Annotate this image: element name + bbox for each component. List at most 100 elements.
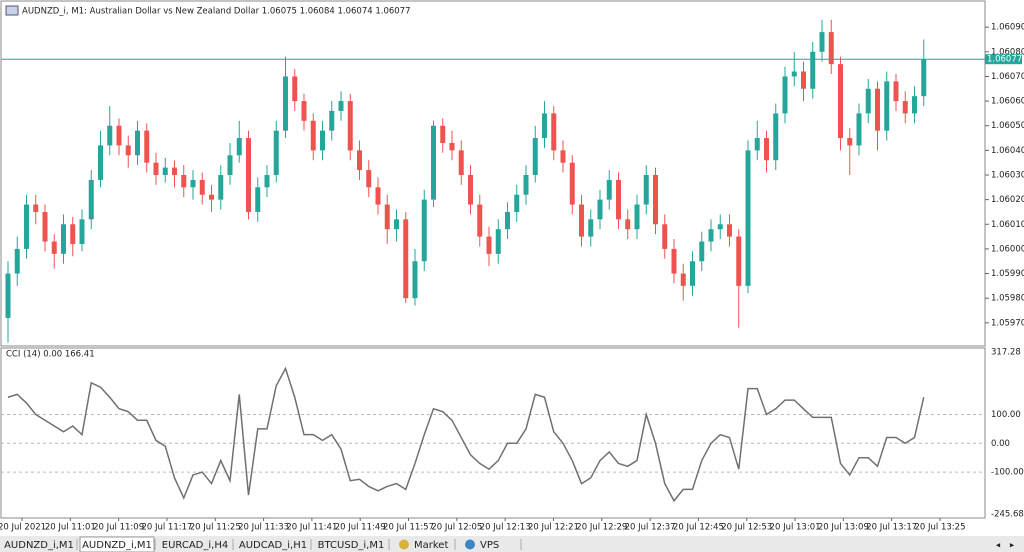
candle-body bbox=[394, 219, 399, 230]
candle-body bbox=[782, 76, 788, 114]
candle-body bbox=[560, 150, 566, 163]
tab[interactable]: EURCAD_i,H4 bbox=[158, 537, 234, 552]
candle-body bbox=[588, 219, 594, 237]
candle-body bbox=[569, 162, 575, 205]
candle-body bbox=[190, 179, 196, 188]
candle-body bbox=[412, 261, 418, 299]
y-tick-label: 1.06070 bbox=[991, 72, 1024, 82]
x-tick-label: 20 Jul 11:01 bbox=[45, 523, 96, 533]
candle-body bbox=[70, 224, 76, 244]
x-tick-label: 20 Jul 11:09 bbox=[93, 523, 144, 533]
y-tick-label: 1.06040 bbox=[991, 146, 1024, 156]
tab-background bbox=[236, 537, 310, 552]
price-panel-frame bbox=[0, 0, 986, 347]
y-tick-label: -245.68 bbox=[991, 510, 1024, 520]
candle-body bbox=[246, 138, 251, 212]
candle-body bbox=[671, 248, 677, 274]
candle-body bbox=[33, 204, 39, 212]
tab[interactable]: AUDNZD_i,M1 bbox=[2, 537, 78, 552]
candle-body bbox=[366, 170, 372, 188]
tab[interactable]: VPS bbox=[458, 537, 522, 552]
candle-body bbox=[227, 155, 233, 175]
y-tick-label: 1.06030 bbox=[991, 171, 1024, 181]
candle-body bbox=[616, 179, 621, 220]
candle-body bbox=[116, 125, 122, 146]
tab[interactable]: AUDNZD_i,M1 bbox=[79, 536, 156, 552]
scroll-right[interactable]: ▸ bbox=[1010, 541, 1015, 551]
candle-body bbox=[98, 145, 103, 180]
tab[interactable]: AUDCAD_i,H1 bbox=[236, 537, 312, 552]
candle-body bbox=[403, 219, 409, 299]
x-tick-label: 20 Jul 11:25 bbox=[190, 523, 241, 533]
candle-body bbox=[736, 236, 742, 286]
tab[interactable]: Market bbox=[392, 537, 456, 552]
y-tick-label: 1.06020 bbox=[991, 195, 1024, 205]
candle-body bbox=[320, 130, 325, 151]
candle-body bbox=[209, 194, 214, 200]
tab-label: AUDNZD_i,M1 bbox=[82, 540, 152, 551]
candle-body bbox=[838, 64, 843, 139]
candle-body bbox=[495, 229, 501, 254]
candle-body bbox=[172, 167, 177, 175]
candle-body bbox=[107, 125, 113, 146]
candle-body bbox=[264, 175, 270, 188]
y-tick-label: 1.06060 bbox=[991, 97, 1024, 107]
tab-background bbox=[2, 537, 76, 552]
y-tick-label: 1.06050 bbox=[991, 121, 1024, 131]
candle-body bbox=[819, 32, 825, 52]
candle-body bbox=[440, 125, 446, 143]
candle-body bbox=[708, 229, 714, 242]
candle-body bbox=[283, 76, 288, 131]
candle-body bbox=[542, 113, 547, 139]
candle-body bbox=[458, 150, 464, 175]
candle-body bbox=[79, 219, 85, 244]
candle-body bbox=[745, 150, 751, 286]
candle-body bbox=[625, 219, 631, 230]
candle-body bbox=[236, 138, 242, 156]
tab-icon bbox=[399, 539, 409, 550]
candle-body bbox=[51, 241, 57, 254]
candle-body bbox=[597, 199, 603, 220]
candle-body bbox=[717, 224, 723, 230]
candle-body bbox=[486, 236, 492, 254]
x-tick-label: 20 Jul 11:41 bbox=[286, 523, 337, 533]
candle-body bbox=[329, 110, 335, 131]
tab-background bbox=[158, 537, 232, 552]
tab-background bbox=[392, 537, 454, 552]
candle-body bbox=[181, 175, 187, 188]
y-tick-label: 1.06010 bbox=[991, 220, 1024, 230]
candle-body bbox=[468, 175, 473, 205]
y-tick-label: 317.28 bbox=[991, 348, 1021, 358]
candle-body bbox=[579, 204, 584, 237]
candle-body bbox=[375, 187, 381, 205]
tab[interactable]: BTCUSD_i,M1 bbox=[314, 537, 390, 552]
last-price-label: 1.06077 bbox=[987, 55, 1022, 65]
candle-body bbox=[680, 273, 686, 286]
candle-body bbox=[310, 120, 316, 151]
candle-body bbox=[801, 71, 806, 89]
tab-label: Market bbox=[414, 540, 448, 551]
candle-body bbox=[88, 179, 94, 220]
cci-panel-frame bbox=[0, 347, 986, 519]
tab-label: AUDNZD_i,M1 bbox=[4, 540, 74, 551]
x-tick-label: 20 Jul 12:13 bbox=[480, 523, 531, 533]
candle-body bbox=[301, 101, 307, 121]
candle-body bbox=[421, 199, 427, 262]
scroll-left[interactable]: ◂ bbox=[996, 541, 1001, 551]
candle-body bbox=[773, 113, 779, 161]
candle-body bbox=[24, 204, 29, 249]
candle-body bbox=[255, 187, 261, 212]
candle-body bbox=[653, 175, 658, 225]
tab-background bbox=[314, 537, 388, 552]
indicator-title: CCI (14) 0.00 166.41 bbox=[6, 350, 95, 360]
candle-body bbox=[921, 59, 927, 97]
candle-body bbox=[893, 81, 899, 102]
candle-body bbox=[828, 32, 834, 65]
candle-body bbox=[810, 51, 816, 89]
candle-body bbox=[523, 175, 529, 195]
candle-body bbox=[357, 150, 362, 171]
y-tick-label: 1.06090 bbox=[991, 23, 1024, 33]
symbol-icon bbox=[5, 5, 19, 16]
x-tick-label: 20 Jul 11:17 bbox=[141, 523, 192, 533]
